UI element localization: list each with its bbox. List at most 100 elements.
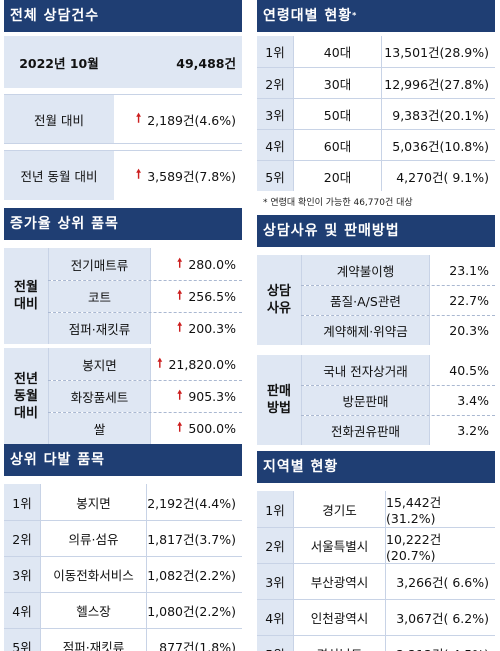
total-year-value: 3,589건(7.8%) [147,169,236,184]
age-header: 연령대별 현황* [257,0,495,32]
increase-group-year-label-line3: 대비 [14,405,38,421]
rank-cell: 1위 [257,491,293,527]
value-cell: 1,817건(3.7%) [146,521,242,556]
rank-cell: 3위 [4,557,40,592]
list-item: 국내 전자상거래 40.5% [301,355,495,385]
increase-group-year-label: 전년 동월 대비 [4,348,48,444]
value-cell: 2,213건( 4.5%) [385,636,495,651]
rank-cell: 3위 [257,564,293,599]
rank-cell: 2위 [257,68,293,98]
item-value: 21,820.0% [168,356,236,372]
name-cell: 이동전화서비스 [40,557,146,592]
name-cell: 의류·섬유 [40,521,146,556]
increase-group-year-items: 봉지면 🠕 21,820.0% 화장품세트 🠕 905.3% 쌀 🠕 500.0% [48,348,242,444]
table-row: 2위 30대 12,996건(27.8%) [257,67,495,98]
item-value-cell: 🠕 905.3% [150,381,242,412]
item-value: 3.2% [429,416,495,445]
rank-cell: 2위 [4,521,40,556]
table-row: 3위 부산광역시 3,266건( 6.6%) [257,563,495,599]
age-title-mark: * [352,11,357,20]
region-panel: 1위 경기도 15,442건(31.2%) 2위 서울특별시 10,222건(2… [257,483,495,651]
item-name: 방문판매 [301,386,429,415]
item-value-cell: 🠕 200.3% [150,313,242,344]
rank-cell: 4위 [4,593,40,628]
total-period-label: 2022년 10월 [19,55,99,71]
item-name: 쌀 [48,413,150,444]
list-item: 방문판매 3.4% [301,385,495,415]
item-value: 40.5% [429,355,495,385]
increase-header: 증가율 상위 품목 [4,208,242,240]
list-item: 봉지면 🠕 21,820.0% [48,348,242,380]
name-cell: 헬스장 [40,593,146,628]
total-period-value: 49,488건 [176,55,236,71]
list-item: 계약해제·위약금 20.3% [301,315,495,345]
up-arrow-icon: 🠕 [136,167,142,181]
reason-group-cause-label: 상담 사유 [257,255,301,345]
table-row: 2위 서울특별시 10,222건(20.7%) [257,527,495,563]
increase-group-year-label-line1: 전년 [14,371,38,387]
up-arrow-icon: 🠕 [136,110,142,125]
rank-cell: 4위 [257,600,293,635]
rank-cell: 1위 [4,484,40,520]
rank-cell: 4위 [257,130,293,160]
total-period-row: 2022년 10월 49,488건 [4,36,242,88]
item-name: 품질·A/S관련 [301,286,429,315]
value-cell: 5,036건(10.8%) [381,130,495,160]
item-name: 계약해제·위약금 [301,316,429,345]
reason-group-cause: 상담 사유 계약불이행 23.1% 품질·A/S관련 22.7% 계약해제·위약… [257,255,495,345]
reason-group-sales-label-line2: 방법 [267,401,291,416]
item-name: 화장품세트 [48,381,150,412]
value-cell: 877건(1.8%) [146,629,242,651]
top-items-panel: 1위 봉지면 2,192건(4.4%) 2위 의류·섬유 1,817건(3.7%… [4,476,242,651]
up-arrow-icon: 🠕 [177,320,183,334]
top-items-header: 상위 다발 품목 [4,444,242,476]
rank-cell: 3위 [257,99,293,129]
name-cell: 인천광역시 [293,600,385,635]
reason-panel: 상담 사유 계약불이행 23.1% 품질·A/S관련 22.7% 계약해제·위약… [257,247,495,445]
increase-group-month-label-line1: 전월 [14,280,38,295]
name-cell: 점퍼·재킷류 [40,629,146,651]
name-cell: 서울특별시 [293,528,385,563]
list-item: 점퍼·재킷류 🠕 200.3% [48,312,242,344]
group-cell: 20대 [293,161,381,191]
value-cell: 2,192건(4.4%) [146,484,242,520]
list-item: 전화권유판매 3.2% [301,415,495,445]
rank-cell: 1위 [257,36,293,67]
item-name: 봉지면 [48,348,150,380]
table-row: 1위 경기도 15,442건(31.2%) [257,491,495,527]
table-row: 1위 봉지면 2,192건(4.4%) [4,484,242,520]
value-cell: 12,996건(27.8%) [381,68,495,98]
list-item: 코트 🠕 256.5% [48,280,242,312]
group-cell: 30대 [293,68,381,98]
increase-group-year: 전년 동월 대비 봉지면 🠕 21,820.0% 화장품세트 🠕 905.3% 쌀 … [4,348,242,444]
table-row: 4위 60대 5,036건(10.8%) [257,129,495,160]
name-cell: 경상남도 [293,636,385,651]
reason-header: 상담사유 및 판매방법 [257,215,495,247]
region-header: 지역별 현황 [257,451,495,483]
right-column: 연령대별 현황* 1위 40대 13,501건(28.9%) 2위 30대 12… [257,0,495,651]
reason-group-cause-label-line2: 사유 [267,301,291,316]
item-value: 20.3% [429,316,495,345]
total-year-value-cell: 🠕 3,589건(7.8%) [114,151,242,200]
value-cell: 13,501건(28.9%) [381,36,495,67]
table-row: 3위 이동전화서비스 1,082건(2.2%) [4,556,242,592]
age-footnote: * 연령대 확인이 가능한 46,770건 대상 [263,198,413,208]
item-name: 코트 [48,281,150,312]
item-value: 23.1% [429,255,495,285]
table-row: 5위 20대 4,270건( 9.1%) [257,160,495,191]
total-year-label: 전년 동월 대비 [4,151,114,200]
reason-group-sales-items: 국내 전자상거래 40.5% 방문판매 3.4% 전화권유판매 3.2% [301,355,495,445]
item-value-cell: 🠕 500.0% [150,413,242,444]
table-row: 5위 점퍼·재킷류 877건(1.8%) [4,628,242,651]
item-value-cell: 🠕 280.0% [150,248,242,280]
table-row: 4위 헬스장 1,080건(2.2%) [4,592,242,628]
value-cell: 15,442건(31.2%) [385,491,495,527]
value-cell: 1,080건(2.2%) [146,593,242,628]
list-item: 쌀 🠕 500.0% [48,412,242,444]
total-month-value: 2,189건(4.6%) [147,112,236,128]
table-row: 1위 40대 13,501건(28.9%) [257,36,495,67]
rank-cell: 5위 [257,636,293,651]
value-cell: 3,266건( 6.6%) [385,564,495,599]
group-cell: 50대 [293,99,381,129]
increase-panel: 전월 대비 전기매트류 🠕 280.0% 코트 🠕 256.5% 점퍼·재킷류 🠕 2… [4,240,242,444]
